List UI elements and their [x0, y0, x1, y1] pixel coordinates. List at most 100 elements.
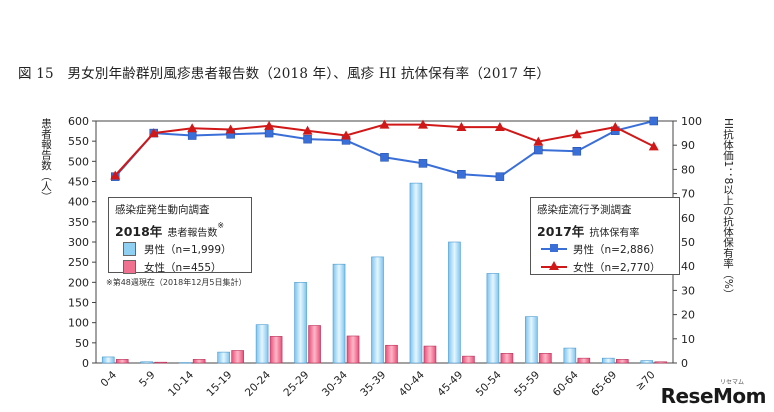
bar-female_cases-≥70 — [654, 361, 668, 364]
point-female_rate-25-29 — [302, 125, 313, 135]
x-tick-label-15-19: 15-19 — [204, 369, 234, 399]
right-tick-label-10: 10 — [681, 333, 695, 346]
legend-item-female-cases: 女性（n=455） — [123, 258, 245, 276]
right-tick-label-80: 80 — [681, 163, 695, 176]
legend-item-male-cases: 男性（n=1,999） — [123, 240, 245, 258]
bar-female_cases-40-44 — [423, 345, 437, 364]
legend-item-male-rate: 男性（n=2,886） — [541, 240, 673, 258]
left-tick-label-600: 600 — [68, 115, 89, 128]
x-tick-label-45-49: 45-49 — [435, 369, 465, 399]
right-tick-label-60: 60 — [681, 212, 695, 225]
left-tick-label-200: 200 — [68, 276, 89, 289]
bar-male_cases-60-64 — [563, 347, 577, 364]
point-female_rate-≥70 — [648, 141, 659, 151]
bar-female_cases-15-19 — [231, 350, 244, 364]
left-tick-label-300: 300 — [68, 236, 89, 249]
left-tick-label-450: 450 — [68, 176, 89, 189]
right-tick-label-50: 50 — [681, 236, 695, 249]
point-female_rate-30-34 — [341, 130, 352, 140]
bar-female_cases-55-59 — [539, 353, 552, 364]
bar-male_cases-5-9 — [140, 361, 153, 364]
legend-antibody-metric: 抗体保有率 — [589, 228, 640, 239]
point-male_rate-35-39 — [380, 153, 389, 162]
data-note: ※第48週現在（2018年12月5日集計） — [106, 278, 247, 287]
point-female_rate-5-9 — [148, 128, 159, 138]
point-male_rate-45-49 — [457, 169, 466, 179]
left-tick-label-500: 500 — [68, 155, 89, 168]
point-female_rate-10-14 — [187, 123, 198, 133]
left-axis-label: 患者報告数（人） — [40, 118, 52, 202]
bar-female_cases-20-24 — [269, 336, 283, 364]
right-tick-label-100: 100 — [681, 115, 702, 128]
x-tick-label-65-69: 65-69 — [589, 369, 619, 399]
bar-male_cases-55-59 — [525, 316, 538, 364]
female-swatch — [123, 260, 136, 274]
bar-male_cases-15-19 — [217, 351, 230, 364]
legend-survey-antibody: 感染症流行予測調査 2017年 抗体保有率 男性（n=2,886） 女性（n=2… — [530, 197, 680, 275]
legend-male-cases-label: 男性（n=1,999） — [144, 243, 232, 256]
legend-antibody-header: 感染症流行予測調査 — [537, 204, 632, 216]
bar-female_cases-25-29 — [308, 325, 321, 364]
bar-male_cases-10-14 — [178, 362, 192, 364]
x-tick-label-0-4: 0-4 — [98, 369, 119, 390]
x-tick-label-25-29: 25-29 — [281, 369, 311, 399]
x-tick-label-20-24: 20-24 — [243, 369, 273, 399]
point-male_rate-≥70 — [649, 116, 659, 126]
left-tick-label-150: 150 — [68, 297, 89, 310]
left-tick-label-550: 550 — [68, 135, 89, 148]
left-tick-label-0: 0 — [82, 357, 89, 370]
point-female_rate-35-39 — [379, 119, 390, 129]
watermark-sub: リセマム — [719, 379, 744, 386]
bar-male_cases-0-4 — [101, 356, 115, 364]
right-tick-label-30: 30 — [681, 284, 695, 297]
point-female_rate-15-19 — [225, 124, 236, 134]
legend-survey-cases: 感染症発生動向調査 2018年 患者報告数※ 男性（n=1,999） 女性（n=… — [108, 197, 252, 276]
legend-female-cases-label: 女性（n=455） — [144, 261, 222, 274]
right-tick-label-20: 20 — [681, 309, 695, 322]
right-tick-label-0: 0 — [681, 357, 688, 370]
legend-cases-header: 感染症発生動向調査 — [115, 204, 210, 216]
bar-female_cases-65-69 — [615, 359, 629, 364]
point-male_rate-50-54 — [495, 172, 505, 181]
figure-title: 図 15 男女別年齢群別風疹患者報告数（2018 年）、風疹 HI 抗体保有率（… — [18, 66, 551, 82]
left-tick-label-100: 100 — [68, 317, 89, 330]
legend-male-rate-label: 男性（n=2,886） — [573, 243, 661, 256]
bar-male_cases-30-34 — [332, 263, 346, 364]
female-line-key — [541, 261, 567, 273]
bar-male_cases-40-44 — [409, 182, 423, 364]
bar-female_cases-45-49 — [462, 355, 475, 364]
legend-female-rate-label: 女性（n=2,770） — [573, 261, 661, 274]
bar-male_cases-20-24 — [255, 324, 269, 364]
legend-cases-year: 2018年 — [115, 224, 163, 239]
bar-male_cases-50-54 — [486, 273, 500, 364]
left-tick-label-400: 400 — [68, 196, 89, 209]
bar-female_cases-60-64 — [577, 357, 591, 364]
point-female_rate-0-4 — [110, 170, 121, 180]
right-axis-label: HI抗体価1：8以上の抗体保有率（%） — [722, 118, 734, 299]
point-male_rate-20-24 — [264, 128, 274, 138]
left-tick-label-50: 50 — [75, 337, 89, 350]
legend-cases-metric: 患者報告数 — [167, 228, 218, 239]
legend-item-female-rate: 女性（n=2,770） — [541, 258, 673, 276]
point-female_rate-20-24 — [264, 120, 275, 130]
right-tick-label-70: 70 — [681, 188, 695, 201]
legend-cases-metric-mark: ※ — [217, 221, 225, 230]
x-tick-label-60-64: 60-64 — [551, 369, 581, 399]
bar-female_cases-10-14 — [192, 359, 206, 364]
watermark-logo: ReseMom — [660, 384, 767, 408]
point-male_rate-55-59 — [534, 145, 543, 155]
point-female_rate-65-69 — [610, 122, 621, 132]
point-female_rate-45-49 — [456, 122, 467, 132]
point-female_rate-40-44 — [417, 119, 428, 129]
x-tick-label-≥70: ≥70 — [633, 369, 657, 393]
point-male_rate-40-44 — [418, 159, 428, 168]
point-male_rate-60-64 — [572, 147, 582, 156]
point-male_rate-10-14 — [187, 131, 197, 140]
bar-male_cases-25-29 — [294, 282, 307, 364]
bar-female_cases-35-39 — [385, 344, 398, 364]
point-female_rate-55-59 — [533, 136, 544, 146]
x-tick-label-10-14: 10-14 — [166, 369, 196, 399]
male-swatch — [123, 242, 136, 256]
male-line-key — [541, 243, 567, 255]
